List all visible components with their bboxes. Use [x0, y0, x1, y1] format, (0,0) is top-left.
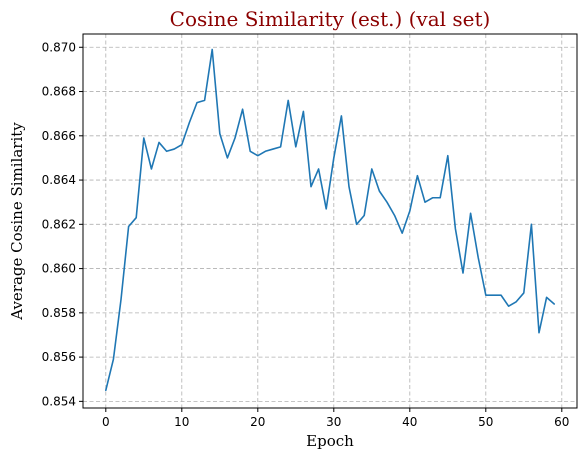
series-layer	[105, 48, 556, 392]
plot-frame	[82, 33, 578, 409]
y-axis-label: Average Cosine Similarity	[8, 122, 26, 321]
y-tick-label: 0.856	[42, 350, 76, 364]
x-tick-label: 30	[326, 415, 341, 429]
x-tick-label: 0	[102, 415, 110, 429]
x-tick-label: 50	[478, 415, 493, 429]
x-axis-label: Epoch	[306, 432, 354, 450]
x-tick-label: 20	[250, 415, 265, 429]
x-tick-label: 40	[402, 415, 417, 429]
y-tick-label: 0.866	[42, 129, 76, 143]
grid-lines	[83, 34, 577, 408]
y-tick-label: 0.870	[42, 40, 76, 54]
x-tick-label: 60	[554, 415, 569, 429]
x-tick-label: 10	[174, 415, 189, 429]
series-line-0	[105, 48, 556, 392]
chart-title: Cosine Similarity (est.) (val set)	[170, 7, 491, 31]
x-axis: 0 10 20 30 40 50 60	[102, 408, 569, 429]
y-tick-label: 0.868	[42, 85, 76, 99]
y-tick-label: 0.862	[42, 217, 76, 231]
y-tick-label: 0.860	[42, 262, 76, 276]
y-tick-label: 0.864	[42, 173, 76, 187]
y-tick-label: 0.854	[42, 394, 76, 408]
y-tick-label: 0.858	[42, 306, 76, 320]
y-axis: 0.854 0.856 0.858 0.860 0.862 0.864 0.866 0.868…	[42, 40, 83, 408]
